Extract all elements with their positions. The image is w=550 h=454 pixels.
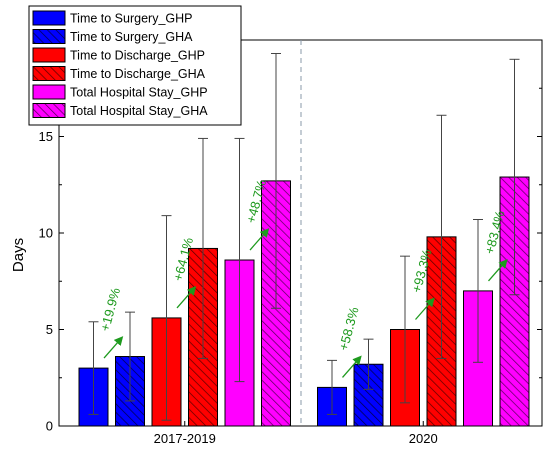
legend-entry-4: Total Hospital Stay_GHP: [70, 86, 208, 100]
increase-label: +58.3%: [336, 305, 362, 352]
increase-label: +19.9%: [97, 286, 123, 333]
increase-arrow: [488, 258, 508, 282]
increase-arrow: [415, 297, 435, 320]
legend-swatch-1: [32, 29, 66, 44]
y-tick-label: 0: [46, 419, 53, 434]
y-axis-title: Days: [10, 238, 27, 272]
increase-arrow: [103, 336, 124, 359]
legend-swatch-4: [32, 84, 66, 100]
legend-entry-1: Time to Surgery_GHA: [70, 30, 193, 44]
legend-entry-2: Time to Discharge_GHP: [70, 49, 205, 63]
increase-arrow: [342, 355, 362, 378]
x-tick-label: 2020: [409, 431, 438, 446]
y-tick-label: 10: [39, 226, 53, 241]
legend-entry-3: Time to Discharge_GHA: [70, 67, 206, 81]
legend-swatch-5: [32, 103, 66, 118]
x-tick-label: 2017-2019: [154, 431, 216, 446]
legend-swatch-2: [32, 47, 66, 63]
legend-entry-0: Time to Surgery_GHP: [70, 12, 193, 26]
y-tick-label: 5: [46, 322, 53, 337]
legend-swatch-3: [32, 66, 66, 81]
legend-swatch-0: [32, 10, 66, 26]
increase-arrow: [249, 228, 270, 251]
increase-arrow: [176, 285, 197, 309]
y-tick-label: 15: [39, 129, 53, 144]
legend-entry-5: Total Hospital Stay_GHA: [70, 104, 208, 118]
